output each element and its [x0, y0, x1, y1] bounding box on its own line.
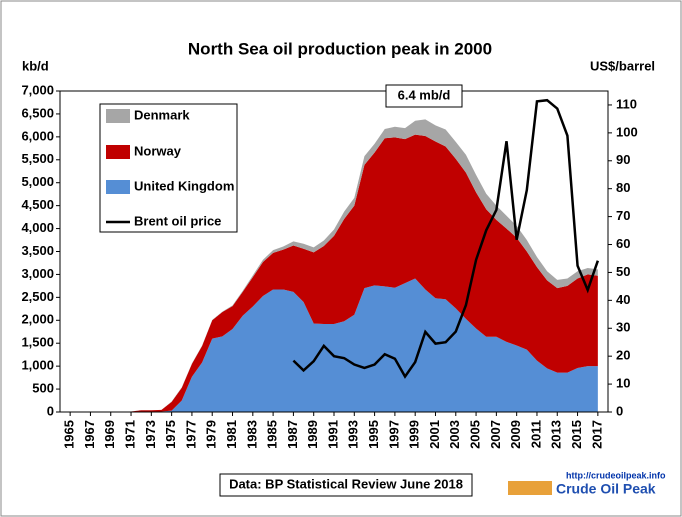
- y-tick-label: 0: [47, 403, 54, 418]
- logo-name: Crude Oil Peak: [556, 481, 656, 497]
- x-tick-label: 1965: [62, 420, 77, 449]
- x-tick-label: 1977: [183, 420, 198, 449]
- x-tick-label: 1973: [143, 420, 158, 449]
- x-tick-label: 1975: [163, 420, 178, 449]
- legend-box: [99, 103, 238, 233]
- x-tick-label: 2007: [488, 420, 503, 449]
- y2-tick-label: 90: [616, 152, 630, 167]
- legend-swatch: [106, 145, 130, 159]
- x-tick-label: 1983: [244, 420, 259, 449]
- annotation: 6.4 mb/d: [398, 87, 451, 102]
- area: [70, 278, 598, 412]
- y-tick-label: 2,000: [21, 312, 54, 327]
- x-tick-label: 2017: [589, 420, 604, 449]
- y2-tick-label: 0: [616, 403, 623, 418]
- y-tick-label: 5,000: [21, 174, 54, 189]
- y-tick-label: 3,500: [21, 243, 54, 258]
- x-tick-label: 1981: [224, 420, 239, 449]
- x-tick-label: 1991: [325, 420, 340, 449]
- chart-title: North Sea oil production peak in 2000: [188, 39, 492, 58]
- y-tick-label: 3,000: [21, 266, 54, 281]
- x-tick-label: 1971: [122, 420, 137, 449]
- line: [292, 98, 600, 379]
- legend-swatch: [106, 109, 130, 123]
- y2-tick-label: 60: [616, 236, 630, 251]
- y2-tick-label: 40: [616, 292, 630, 307]
- logo-icon: [508, 481, 552, 495]
- y2-tick-label: 100: [616, 124, 638, 139]
- y2-tick-label: 30: [616, 320, 630, 335]
- x-tick-label: 1967: [82, 420, 97, 449]
- y-axis-label: kb/d: [22, 58, 49, 73]
- x-tick-label: 1997: [386, 420, 401, 449]
- y-tick-label: 4,500: [21, 197, 54, 212]
- logo-url: http://crudeoilpeak.info: [566, 470, 666, 480]
- x-tick-label: 1995: [366, 420, 381, 449]
- source-box: [219, 473, 473, 497]
- y-tick-label: 500: [32, 381, 54, 396]
- x-tick-label: 2009: [508, 420, 523, 449]
- x-tick-label: 2015: [569, 420, 584, 449]
- x-tick-label: 1979: [204, 420, 219, 449]
- y-tick-label: 2,500: [21, 289, 54, 304]
- y2-tick-label: 110: [616, 96, 637, 111]
- y2-tick-label: 80: [616, 180, 630, 195]
- y-tick-label: 1,000: [21, 358, 54, 373]
- x-tick-label: 1989: [305, 420, 320, 449]
- y-tick-label: 6,500: [21, 105, 54, 120]
- y2-tick-label: 10: [616, 376, 630, 391]
- legend-label: Brent oil price: [134, 213, 221, 228]
- legend-label: Denmark: [134, 107, 190, 122]
- area: [70, 134, 598, 413]
- x-tick-label: 2011: [528, 420, 543, 448]
- annotation-box: [385, 84, 463, 108]
- x-tick-label: 2013: [549, 420, 564, 449]
- legend-label: United Kingdom: [134, 178, 234, 193]
- y2-axis-label: US$/barrel: [590, 58, 655, 73]
- source: Data: BP Statistical Review June 2018: [229, 476, 463, 491]
- y2-tick-label: 70: [616, 208, 630, 223]
- y-tick-label: 6,000: [21, 128, 54, 143]
- x-tick-label: 1969: [102, 420, 117, 449]
- y-tick-label: 7,000: [21, 82, 54, 97]
- y-tick-label: 5,500: [21, 151, 54, 166]
- x-tick-label: 2005: [468, 420, 483, 449]
- y2-tick-label: 20: [616, 348, 630, 363]
- legend-label: Norway: [134, 143, 182, 158]
- x-tick-label: 2001: [427, 420, 442, 449]
- x-tick-label: 1993: [346, 420, 361, 449]
- y-tick-label: 1,500: [21, 335, 54, 350]
- x-tick-label: 2003: [447, 420, 462, 449]
- legend-swatch: [106, 180, 130, 194]
- y2-tick-label: 50: [616, 264, 630, 279]
- x-tick-label: 1985: [265, 420, 280, 449]
- y-tick-label: 4,000: [21, 220, 54, 235]
- x-tick-label: 1987: [285, 420, 300, 449]
- x-tick-label: 1999: [407, 420, 422, 449]
